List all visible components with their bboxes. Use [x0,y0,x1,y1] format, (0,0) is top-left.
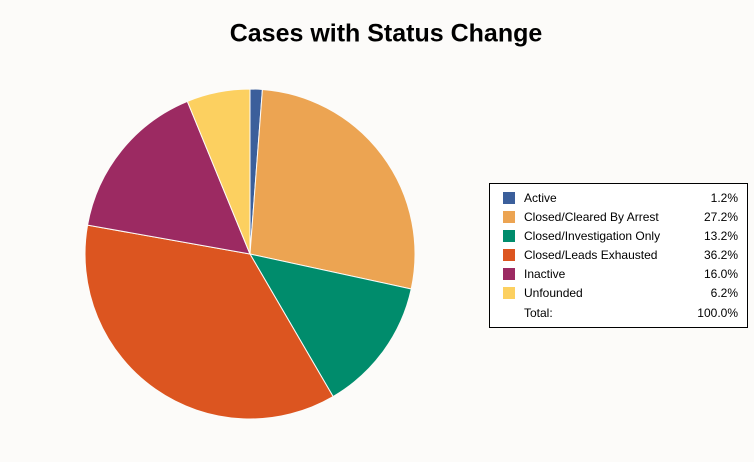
legend-value: 13.2% [704,229,738,243]
legend-swatch [503,192,515,204]
legend-label: Inactive [524,267,566,281]
legend-total-label: Total: [524,306,553,320]
pie-slice [86,100,251,255]
legend-total-value: 100.0% [697,306,738,320]
pie-slice [249,88,416,290]
legend-label: Closed/Investigation Only [524,229,660,243]
legend-swatch [503,287,515,299]
legend-value: 1.2% [711,191,739,205]
legend-swatch [503,211,515,223]
legend-label: Unfounded [524,286,583,300]
chart-title: Cases with Status Change [230,20,543,48]
legend-value: 27.2% [704,210,738,224]
legend-swatch [503,268,515,280]
legend-label: Closed/Cleared By Arrest [524,210,659,224]
legend-swatch [503,230,515,242]
legend: Active 1.2% Closed/Cleared By Arrest 27.2% C… [503,191,738,320]
legend-box [489,183,748,328]
pie-slice [186,88,251,255]
pie-slice [248,253,412,398]
pie-slice [84,224,334,420]
legend-swatch [503,249,515,261]
legend-value: 36.2% [704,248,738,262]
legend-value: 16.0% [704,267,738,281]
legend-label: Active [524,191,557,205]
legend-label: Closed/Leads Exhausted [524,248,657,262]
pie [84,88,416,420]
legend-value: 6.2% [711,286,739,300]
